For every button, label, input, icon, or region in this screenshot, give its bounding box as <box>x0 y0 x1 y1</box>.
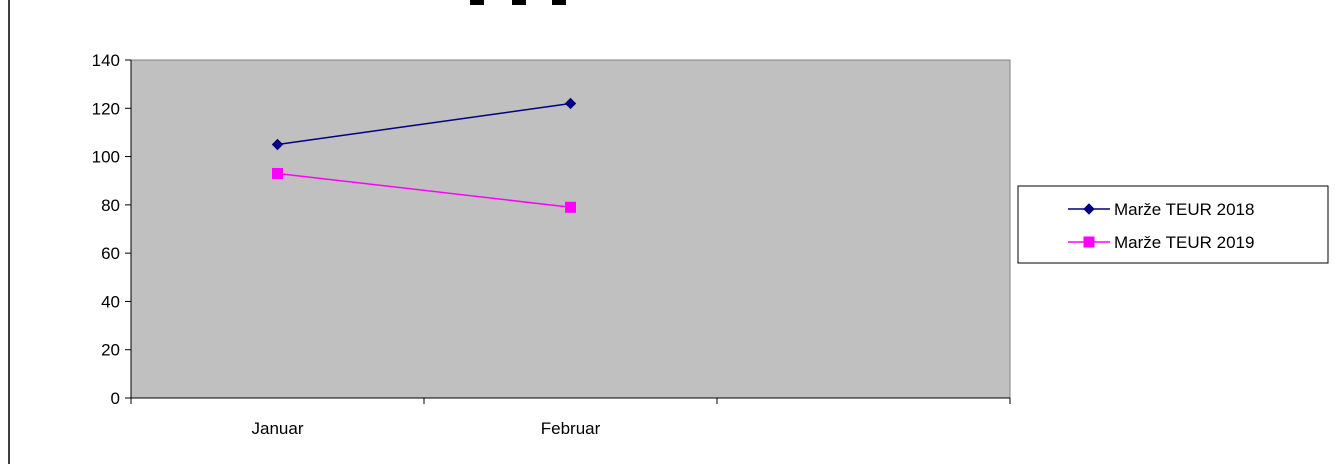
x-tick-label: Februar <box>541 419 601 438</box>
legend-entry: Marže TEUR 2018 <box>1068 200 1254 219</box>
y-tick-label: 0 <box>111 389 120 408</box>
y-tick-label: 80 <box>101 196 120 215</box>
y-tick-label: 140 <box>92 51 120 70</box>
y-tick-label: 120 <box>92 99 120 118</box>
y-tick-label: 20 <box>101 341 120 360</box>
x-tick-label: Januar <box>252 419 304 438</box>
y-tick-label: 40 <box>101 292 120 311</box>
data-point <box>565 201 576 213</box>
legend-marker <box>1083 203 1095 215</box>
series-line <box>277 172 571 209</box>
legend: Marže TEUR 2018 Marže TEUR 2019 <box>1017 185 1329 264</box>
axes: 0 20 40 60 80 100 120 140 Januar Februar <box>92 51 1011 438</box>
data-point <box>272 167 283 179</box>
legend-entry: Marže TEUR 2019 <box>1068 233 1254 252</box>
legend-box <box>1017 185 1329 264</box>
legend-label: Marže TEUR 2018 <box>1114 200 1254 219</box>
y-tick-label: 100 <box>92 148 120 167</box>
series-layer <box>271 97 577 213</box>
y-tick-label: 60 <box>101 244 120 263</box>
plot-area <box>130 59 1011 399</box>
title-fragment <box>470 0 566 5</box>
legend-marker <box>1083 236 1095 248</box>
series-1 <box>271 97 577 151</box>
series-2 <box>272 167 576 213</box>
series-line <box>277 102 571 146</box>
data-point <box>271 138 284 151</box>
data-point <box>564 97 577 110</box>
legend-label: Marže TEUR 2019 <box>1114 233 1254 252</box>
